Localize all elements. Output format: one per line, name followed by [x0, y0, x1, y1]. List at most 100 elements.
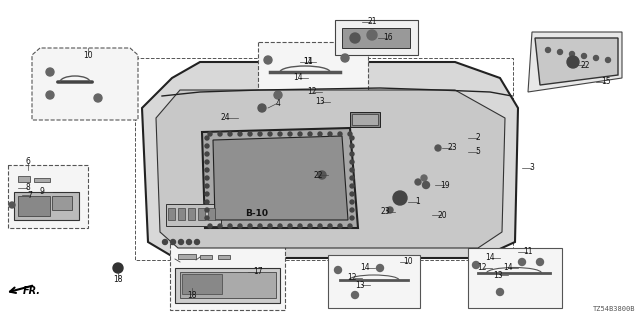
Text: 14: 14 [360, 263, 370, 273]
Text: 24: 24 [220, 114, 230, 123]
Circle shape [350, 200, 354, 204]
Polygon shape [213, 136, 348, 220]
Circle shape [351, 292, 358, 299]
Bar [352, 114, 378, 125]
Circle shape [350, 184, 354, 188]
Circle shape [435, 145, 441, 151]
Text: 4: 4 [276, 99, 280, 108]
Bar [34, 178, 50, 182]
Text: 14: 14 [503, 263, 513, 273]
Circle shape [218, 224, 222, 228]
Circle shape [350, 136, 354, 140]
Circle shape [205, 152, 209, 156]
Circle shape [205, 144, 209, 148]
Circle shape [278, 224, 282, 228]
Text: 12: 12 [348, 274, 356, 283]
Circle shape [205, 216, 209, 220]
Circle shape [376, 265, 383, 271]
Polygon shape [156, 90, 505, 248]
Circle shape [205, 136, 209, 140]
Circle shape [264, 56, 272, 64]
Bar [198, 208, 205, 220]
Text: 1: 1 [415, 197, 420, 206]
Text: 10: 10 [403, 258, 413, 267]
Bar [218, 255, 230, 259]
Circle shape [187, 285, 197, 295]
Text: 22: 22 [580, 60, 589, 69]
Text: 23: 23 [380, 207, 390, 217]
Circle shape [308, 132, 312, 136]
Bar [350, 112, 380, 127]
Circle shape [328, 132, 332, 136]
Bar [14, 192, 79, 220]
Text: 18: 18 [113, 276, 123, 284]
Circle shape [228, 132, 232, 136]
Bar [200, 255, 212, 259]
Circle shape [218, 132, 222, 136]
Circle shape [318, 171, 326, 179]
Circle shape [46, 91, 54, 99]
Text: 6: 6 [26, 157, 31, 166]
Text: 17: 17 [253, 268, 263, 276]
Circle shape [387, 207, 393, 213]
Text: FR.: FR. [23, 286, 41, 296]
Circle shape [170, 239, 175, 244]
Bar [178, 208, 185, 220]
Circle shape [348, 132, 352, 136]
Circle shape [238, 132, 242, 136]
Circle shape [536, 259, 543, 266]
Circle shape [163, 239, 168, 244]
Circle shape [350, 152, 354, 156]
Circle shape [328, 224, 332, 228]
Circle shape [335, 267, 342, 274]
Bar [175, 268, 280, 303]
Circle shape [318, 224, 322, 228]
Circle shape [205, 168, 209, 172]
Text: TZ54B3800B: TZ54B3800B [593, 306, 635, 312]
Circle shape [258, 224, 262, 228]
Circle shape [545, 47, 550, 52]
Circle shape [472, 261, 479, 268]
Circle shape [268, 132, 272, 136]
Polygon shape [32, 48, 138, 120]
Circle shape [248, 132, 252, 136]
Circle shape [274, 91, 282, 99]
Text: 8: 8 [26, 183, 30, 193]
Circle shape [422, 181, 429, 188]
Bar [208, 208, 215, 220]
Circle shape [113, 263, 123, 273]
Circle shape [258, 104, 266, 112]
Circle shape [9, 202, 15, 208]
Text: 14: 14 [485, 253, 495, 262]
Polygon shape [142, 62, 518, 258]
Polygon shape [528, 32, 622, 92]
Circle shape [350, 208, 354, 212]
Circle shape [205, 160, 209, 164]
Circle shape [570, 52, 575, 57]
Circle shape [238, 224, 242, 228]
Circle shape [350, 160, 354, 164]
Circle shape [393, 191, 407, 205]
Circle shape [208, 224, 212, 228]
Circle shape [497, 289, 504, 295]
Bar [166, 204, 221, 226]
Text: 2: 2 [476, 133, 481, 142]
Polygon shape [170, 244, 285, 310]
Circle shape [195, 239, 200, 244]
Text: 13: 13 [315, 98, 325, 107]
Bar [182, 274, 222, 294]
Polygon shape [258, 42, 368, 108]
Circle shape [421, 175, 427, 181]
Text: 15: 15 [601, 77, 611, 86]
Polygon shape [335, 20, 418, 55]
Polygon shape [468, 248, 562, 308]
Circle shape [557, 50, 563, 54]
Text: 5: 5 [476, 148, 481, 156]
Circle shape [186, 239, 191, 244]
Text: 11: 11 [524, 247, 532, 257]
Circle shape [518, 259, 525, 266]
Circle shape [348, 224, 352, 228]
Bar [168, 208, 175, 220]
Circle shape [415, 179, 421, 185]
Text: 12: 12 [307, 87, 317, 97]
